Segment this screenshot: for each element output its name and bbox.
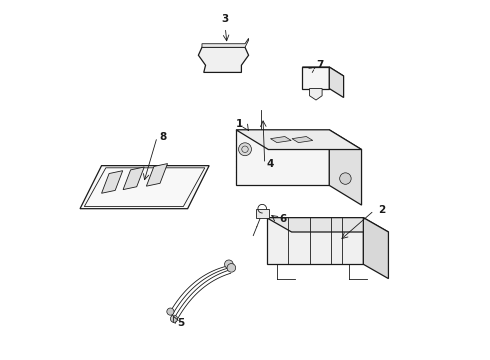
Text: 4: 4 — [267, 159, 274, 169]
Text: 2: 2 — [378, 206, 385, 216]
Polygon shape — [329, 67, 343, 98]
Circle shape — [224, 260, 233, 269]
Text: 7: 7 — [317, 60, 324, 70]
Polygon shape — [123, 167, 144, 190]
Polygon shape — [80, 166, 209, 209]
Circle shape — [239, 143, 251, 156]
Polygon shape — [270, 136, 291, 143]
Circle shape — [167, 308, 174, 315]
Text: 1: 1 — [236, 120, 243, 129]
Polygon shape — [198, 47, 248, 72]
Polygon shape — [101, 171, 122, 193]
Text: 5: 5 — [177, 319, 184, 328]
Polygon shape — [329, 130, 362, 205]
Polygon shape — [364, 218, 389, 279]
Text: 8: 8 — [159, 132, 166, 142]
Polygon shape — [292, 136, 313, 143]
Circle shape — [171, 315, 177, 322]
Polygon shape — [302, 67, 343, 76]
Polygon shape — [267, 218, 389, 232]
Circle shape — [227, 264, 236, 272]
Polygon shape — [310, 89, 322, 100]
Polygon shape — [202, 39, 248, 47]
Text: 3: 3 — [221, 14, 229, 24]
Polygon shape — [236, 130, 329, 185]
Polygon shape — [256, 209, 269, 218]
Polygon shape — [267, 218, 364, 264]
Text: 6: 6 — [279, 215, 286, 224]
Polygon shape — [236, 130, 362, 149]
Circle shape — [340, 173, 351, 184]
Polygon shape — [147, 163, 168, 186]
Polygon shape — [302, 67, 329, 89]
